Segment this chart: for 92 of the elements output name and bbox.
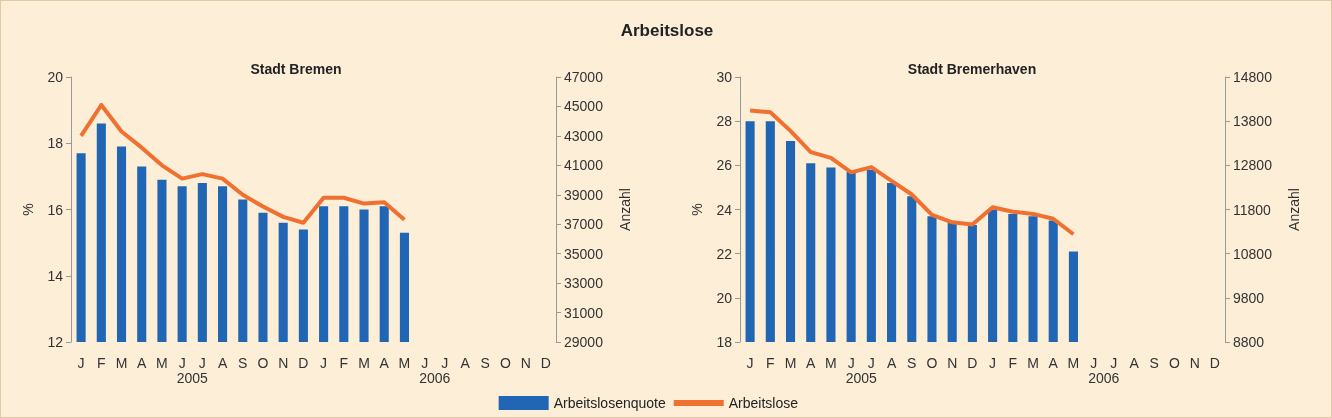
x-tick-label: F bbox=[97, 355, 106, 371]
x-tick-label: A bbox=[886, 355, 897, 371]
x-tick-label: N bbox=[278, 355, 289, 371]
y2-tick-label: 13800 bbox=[1233, 113, 1273, 130]
x-tick-label: J bbox=[847, 355, 855, 371]
y-tick-label: 20 bbox=[716, 289, 733, 306]
x-tick-label: J bbox=[989, 355, 997, 371]
y-axis-title: % bbox=[20, 203, 36, 216]
y-tick-label: 20 bbox=[47, 69, 64, 85]
x-tick-label: M bbox=[115, 355, 128, 371]
x-tick-label: J bbox=[198, 355, 206, 371]
y2-tick-label: 11800 bbox=[1233, 201, 1272, 218]
legend-label: Arbeitslosenquote bbox=[553, 395, 666, 411]
x-tick-label: M bbox=[784, 355, 797, 371]
x-tick-label: J bbox=[441, 355, 449, 371]
y-tick-label: 22 bbox=[716, 245, 733, 262]
text: 2005 bbox=[845, 370, 878, 386]
y-tick-label: 14 bbox=[47, 267, 64, 284]
y-tick-label: 30 bbox=[716, 69, 733, 85]
x-tick-label: J bbox=[178, 355, 186, 371]
y-tick-label: 26 bbox=[716, 157, 733, 174]
text: 2006 bbox=[419, 370, 451, 386]
y2-tick-label: 47000 bbox=[564, 69, 604, 85]
y2-axis-title: Anzahl bbox=[617, 188, 633, 231]
text: Arbeitslose bbox=[619, 21, 715, 41]
x-tick-label: J bbox=[1110, 355, 1118, 371]
y2-tick-label: 33000 bbox=[564, 275, 604, 292]
y-tick-label: 12 bbox=[47, 334, 64, 350]
x-tick-label: S bbox=[238, 355, 248, 371]
line-series bbox=[748, 108, 1076, 237]
x-tick-label: J bbox=[746, 355, 754, 371]
x-tick-label: N bbox=[1189, 355, 1200, 371]
x-tick-label: S bbox=[480, 355, 490, 371]
x-tick-label: J bbox=[77, 355, 85, 371]
legend-label: Arbeitslose bbox=[728, 395, 799, 411]
y2-tick-label: 9800 bbox=[1233, 289, 1265, 306]
y2-tick-label: 45000 bbox=[564, 98, 604, 115]
y2-axis-title: Anzahl bbox=[1286, 188, 1302, 231]
x-tick-label: F bbox=[339, 355, 349, 371]
y2-tick-label: 39000 bbox=[564, 186, 604, 203]
x-tick-label: O bbox=[257, 355, 269, 371]
x-tick-label: D bbox=[967, 355, 978, 371]
x-tick-label: M bbox=[398, 355, 411, 371]
x-tick-label: D bbox=[540, 355, 551, 371]
line-series bbox=[79, 102, 407, 225]
text: 2005 bbox=[176, 370, 209, 386]
x-tick-label: M bbox=[825, 355, 837, 371]
x-tick-label: M bbox=[156, 355, 168, 371]
chart-subtitle: Stadt Bremerhaven bbox=[907, 61, 1037, 77]
y2-tick-label: 8800 bbox=[1233, 334, 1265, 350]
x-tick-label: J bbox=[867, 355, 875, 371]
y2-tick-label: 43000 bbox=[564, 127, 604, 144]
x-tick-label: D bbox=[298, 355, 309, 371]
y-tick-label: 18 bbox=[47, 135, 64, 152]
y2-tick-label: 12800 bbox=[1233, 157, 1273, 174]
x-tick-label: F bbox=[1008, 355, 1018, 371]
y2-tick-label: 41000 bbox=[564, 157, 604, 174]
y-tick-label: 16 bbox=[47, 201, 64, 218]
x-tick-label: O bbox=[926, 355, 938, 371]
x-tick-label: J bbox=[421, 355, 429, 371]
x-tick-label: N bbox=[947, 355, 958, 371]
x-tick-label: N bbox=[520, 355, 531, 371]
x-tick-label: M bbox=[1067, 355, 1080, 371]
x-tick-label: O bbox=[500, 355, 512, 371]
y2-tick-label: 10800 bbox=[1233, 245, 1273, 262]
x-tick-label: A bbox=[137, 355, 148, 371]
y2-tick-label: 14800 bbox=[1233, 69, 1273, 85]
x-tick-label: A bbox=[379, 355, 390, 371]
y2-tick-label: 31000 bbox=[564, 304, 604, 321]
x-tick-label: A bbox=[460, 355, 471, 371]
x-tick-label: M bbox=[358, 355, 370, 371]
x-tick-label: A bbox=[806, 355, 817, 371]
x-tick-label: J bbox=[1090, 355, 1098, 371]
x-tick-label: O bbox=[1169, 355, 1181, 371]
x-tick-label: M bbox=[1027, 355, 1039, 371]
x-tick-label: J bbox=[320, 355, 328, 371]
text: 2006 bbox=[1088, 370, 1120, 386]
x-tick-label: F bbox=[766, 355, 775, 371]
x-tick-label: A bbox=[1048, 355, 1059, 371]
y-tick-label: 28 bbox=[716, 113, 733, 130]
x-tick-label: D bbox=[1209, 355, 1220, 371]
y-tick-label: 18 bbox=[716, 334, 733, 350]
y2-tick-label: 37000 bbox=[564, 216, 604, 233]
y2-tick-label: 29000 bbox=[564, 334, 604, 350]
y2-tick-label: 35000 bbox=[564, 245, 604, 262]
y-axis-title: % bbox=[689, 203, 705, 216]
x-tick-label: S bbox=[907, 355, 917, 371]
x-tick-label: S bbox=[1149, 355, 1159, 371]
chart-subtitle: Stadt Bremen bbox=[250, 61, 342, 77]
x-tick-label: A bbox=[1129, 355, 1140, 371]
x-tick-label: A bbox=[217, 355, 228, 371]
y-tick-label: 24 bbox=[716, 201, 733, 218]
